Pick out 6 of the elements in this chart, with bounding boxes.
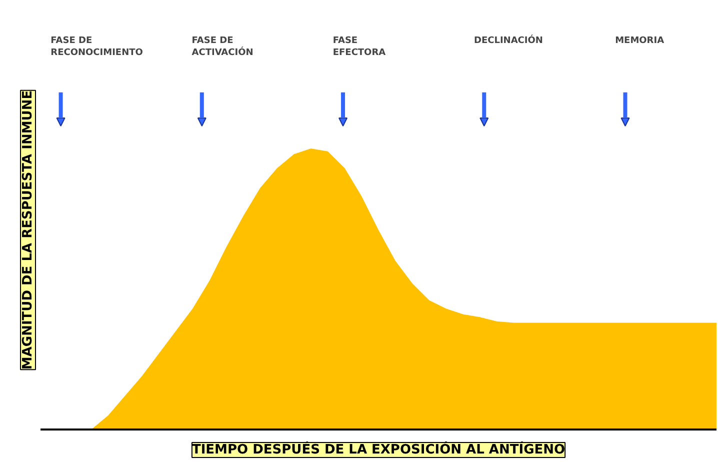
text: FASE DE RECONOCIMIENTO: [50, 36, 144, 58]
text: DECLINACIÓN: [474, 34, 543, 46]
text: MEMORIA: [615, 36, 664, 46]
y-axis-title: MAGNITUD DE LA RESPUESTA INMUNE: [20, 90, 36, 370]
text: FASE DE ACTIVACIÓN: [192, 36, 254, 58]
text: FASE EFECTORA: [332, 36, 386, 58]
